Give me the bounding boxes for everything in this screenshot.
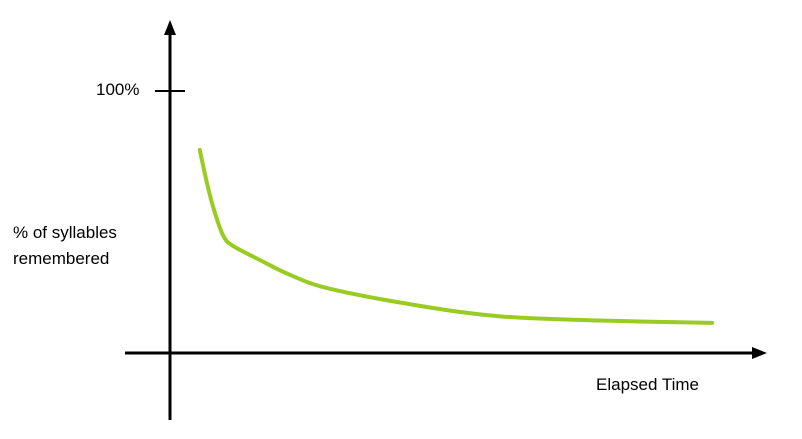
y-axis-label-line1: % of syllables [13,223,117,242]
y-tick-label-100: 100% [96,80,140,99]
y-axis-label-line2: remembered [13,249,110,268]
x-axis-arrow [752,347,767,359]
y-axis-arrow [164,20,176,35]
series-line [197,147,715,325]
x-axis-label: Elapsed Time [596,375,699,394]
